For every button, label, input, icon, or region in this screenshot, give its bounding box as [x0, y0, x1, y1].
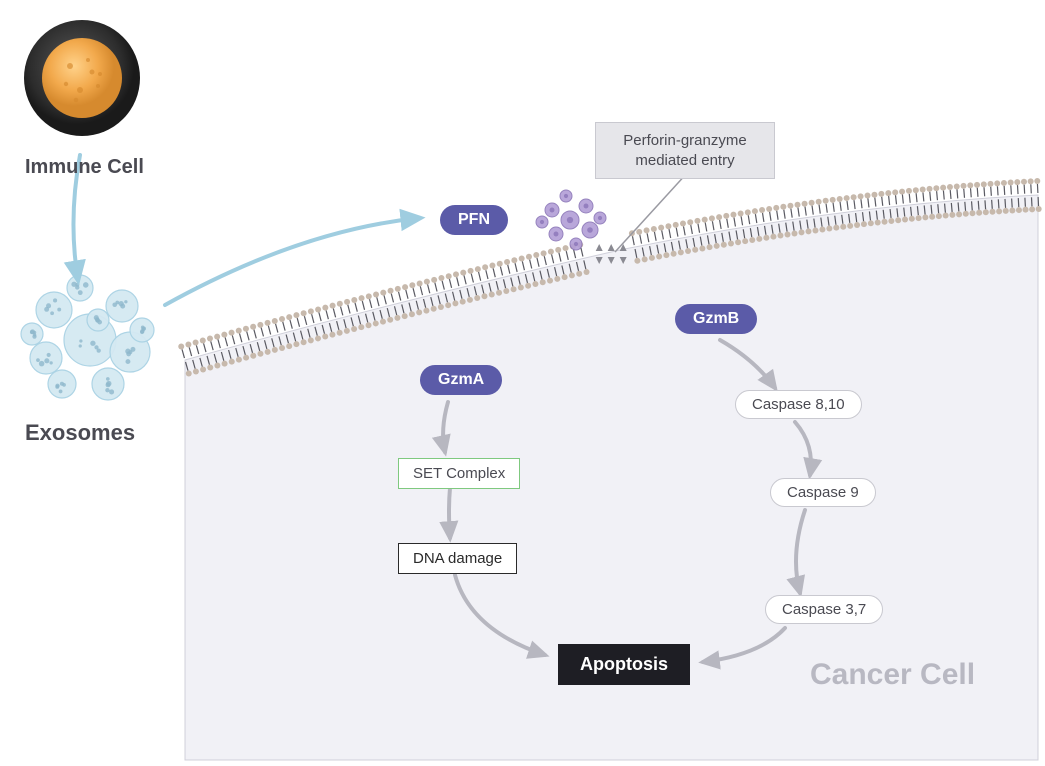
exosomes-label: Exosomes: [25, 420, 135, 446]
arrows: [73, 155, 811, 662]
particles-icon: [536, 190, 606, 250]
entry-leader-line: [615, 172, 688, 252]
immune-cell-icon: [24, 20, 140, 136]
caspase-3-7-node: Caspase 3,7: [765, 595, 883, 624]
arrow-c9-to-c37: [796, 510, 805, 593]
dna-damage-node: DNA damage: [398, 543, 517, 574]
arrow-gzma-to-set: [443, 402, 448, 452]
arrow-set-to-dna: [449, 488, 450, 538]
arrow-dna-to-apoptosis: [455, 575, 545, 655]
membrane-pore: [596, 244, 627, 264]
gzma-node: GzmA: [420, 365, 502, 395]
arrow-c37-to-apoptosis: [703, 628, 785, 662]
arrow-gzmb-to-c810: [720, 340, 775, 388]
membrane: [178, 178, 1041, 376]
pfn-node: PFN: [440, 205, 508, 235]
set-complex-node: SET Complex: [398, 458, 520, 489]
entry-mechanism-box: Perforin-granzyme mediated entry: [595, 122, 775, 179]
exosomes-icon: [21, 275, 154, 400]
caspase-8-10-node: Caspase 8,10: [735, 390, 862, 419]
caspase-9-node: Caspase 9: [770, 478, 876, 507]
entry-mechanism-text: Perforin-granzyme mediated entry: [623, 132, 746, 169]
arrow-c810-to-c9: [795, 422, 811, 475]
apoptosis-node: Apoptosis: [558, 644, 690, 685]
gzmb-node: GzmB: [675, 304, 757, 334]
arrow-exosome-to-pfn: [165, 218, 420, 305]
immune-cell-label: Immune Cell: [25, 156, 144, 179]
diagram-canvas: [0, 0, 1045, 766]
cancer-cell-label: Cancer Cell: [810, 658, 975, 692]
